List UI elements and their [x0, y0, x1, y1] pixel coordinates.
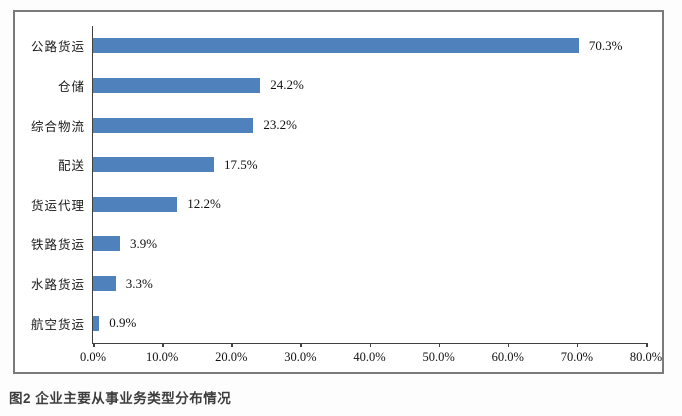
category-label: 货运代理	[30, 198, 85, 213]
value-label: 3.3%	[125, 275, 153, 291]
chart-frame: 公路货运 70.3% 仓储 24.2% 综合物流 23.2% 配送 17.5% 货运代理 12.2…	[13, 10, 664, 374]
x-axis-tick	[93, 343, 95, 347]
category-label: 航空货运	[30, 317, 85, 332]
x-axis-tick	[646, 343, 648, 347]
bar	[93, 276, 116, 292]
category-label: 水路货运	[30, 278, 85, 293]
x-axis-tick-label: 70.0%	[560, 350, 594, 364]
category-label: 配送	[57, 159, 85, 174]
category-label: 仓储	[57, 79, 85, 94]
x-axis-tick-label: 80.0%	[629, 350, 663, 364]
category-label: 公路货运	[30, 40, 85, 55]
value-label: 70.3%	[588, 37, 623, 53]
x-axis-tick-label: 60.0%	[491, 350, 524, 364]
bar-row: 铁路货运 3.9%	[31, 224, 646, 264]
bar	[93, 157, 214, 173]
bar-row: 配送 17.5%	[58, 145, 646, 185]
bar	[93, 196, 178, 212]
bar-row: 水路货运 3.3%	[31, 264, 646, 304]
bar-row: 综合物流 23.2%	[31, 105, 646, 145]
category-label: 综合物流	[30, 119, 85, 134]
bar	[93, 77, 261, 93]
x-axis-tick-label: 40.0%	[353, 350, 386, 364]
value-label: 0.9%	[109, 315, 137, 331]
bar	[93, 117, 254, 133]
plot-area: 公路货运 70.3% 仓储 24.2% 综合物流 23.2% 配送 17.5% 货运代理 12.2…	[31, 26, 662, 364]
bar	[93, 315, 100, 331]
value-label: 23.2%	[263, 117, 297, 133]
bar-row: 仓储 24.2%	[58, 66, 646, 106]
value-label: 3.9%	[130, 235, 158, 251]
x-axis-tick	[300, 343, 302, 347]
x-axis-tick-label: 0.0%	[79, 350, 107, 364]
x-axis-tick-label: 50.0%	[422, 350, 455, 364]
x-axis-tick	[438, 343, 441, 347]
bar	[93, 38, 579, 54]
value-label: 12.2%	[187, 196, 221, 212]
bar-row: 航空货运 0.9%	[31, 303, 646, 343]
x-axis-tick-label: 10.0%	[145, 350, 179, 364]
value-label: 24.2%	[270, 77, 304, 93]
value-label: 17.5%	[224, 156, 258, 172]
x-axis-tick-label: 30.0%	[284, 350, 317, 364]
bar-row: 货运代理 12.2%	[31, 185, 646, 225]
x-axis-tick-label: 20.0%	[215, 350, 248, 364]
x-axis-tick	[369, 343, 371, 347]
x-axis-tick	[231, 343, 233, 347]
bar-rows-container: 公路货运 70.3% 仓储 24.2% 综合物流 23.2% 配送 17.5% 货运代理 12.2…	[31, 26, 646, 343]
x-axis-tick	[162, 343, 164, 347]
x-axis-tick	[576, 343, 579, 347]
figure-caption: 图2 企业主要从事业务类型分布情况	[9, 391, 232, 406]
x-axis-tick	[507, 343, 510, 347]
bar-row: 公路货运 70.3%	[31, 26, 646, 66]
category-label: 铁路货运	[30, 238, 85, 253]
bar	[93, 236, 120, 252]
